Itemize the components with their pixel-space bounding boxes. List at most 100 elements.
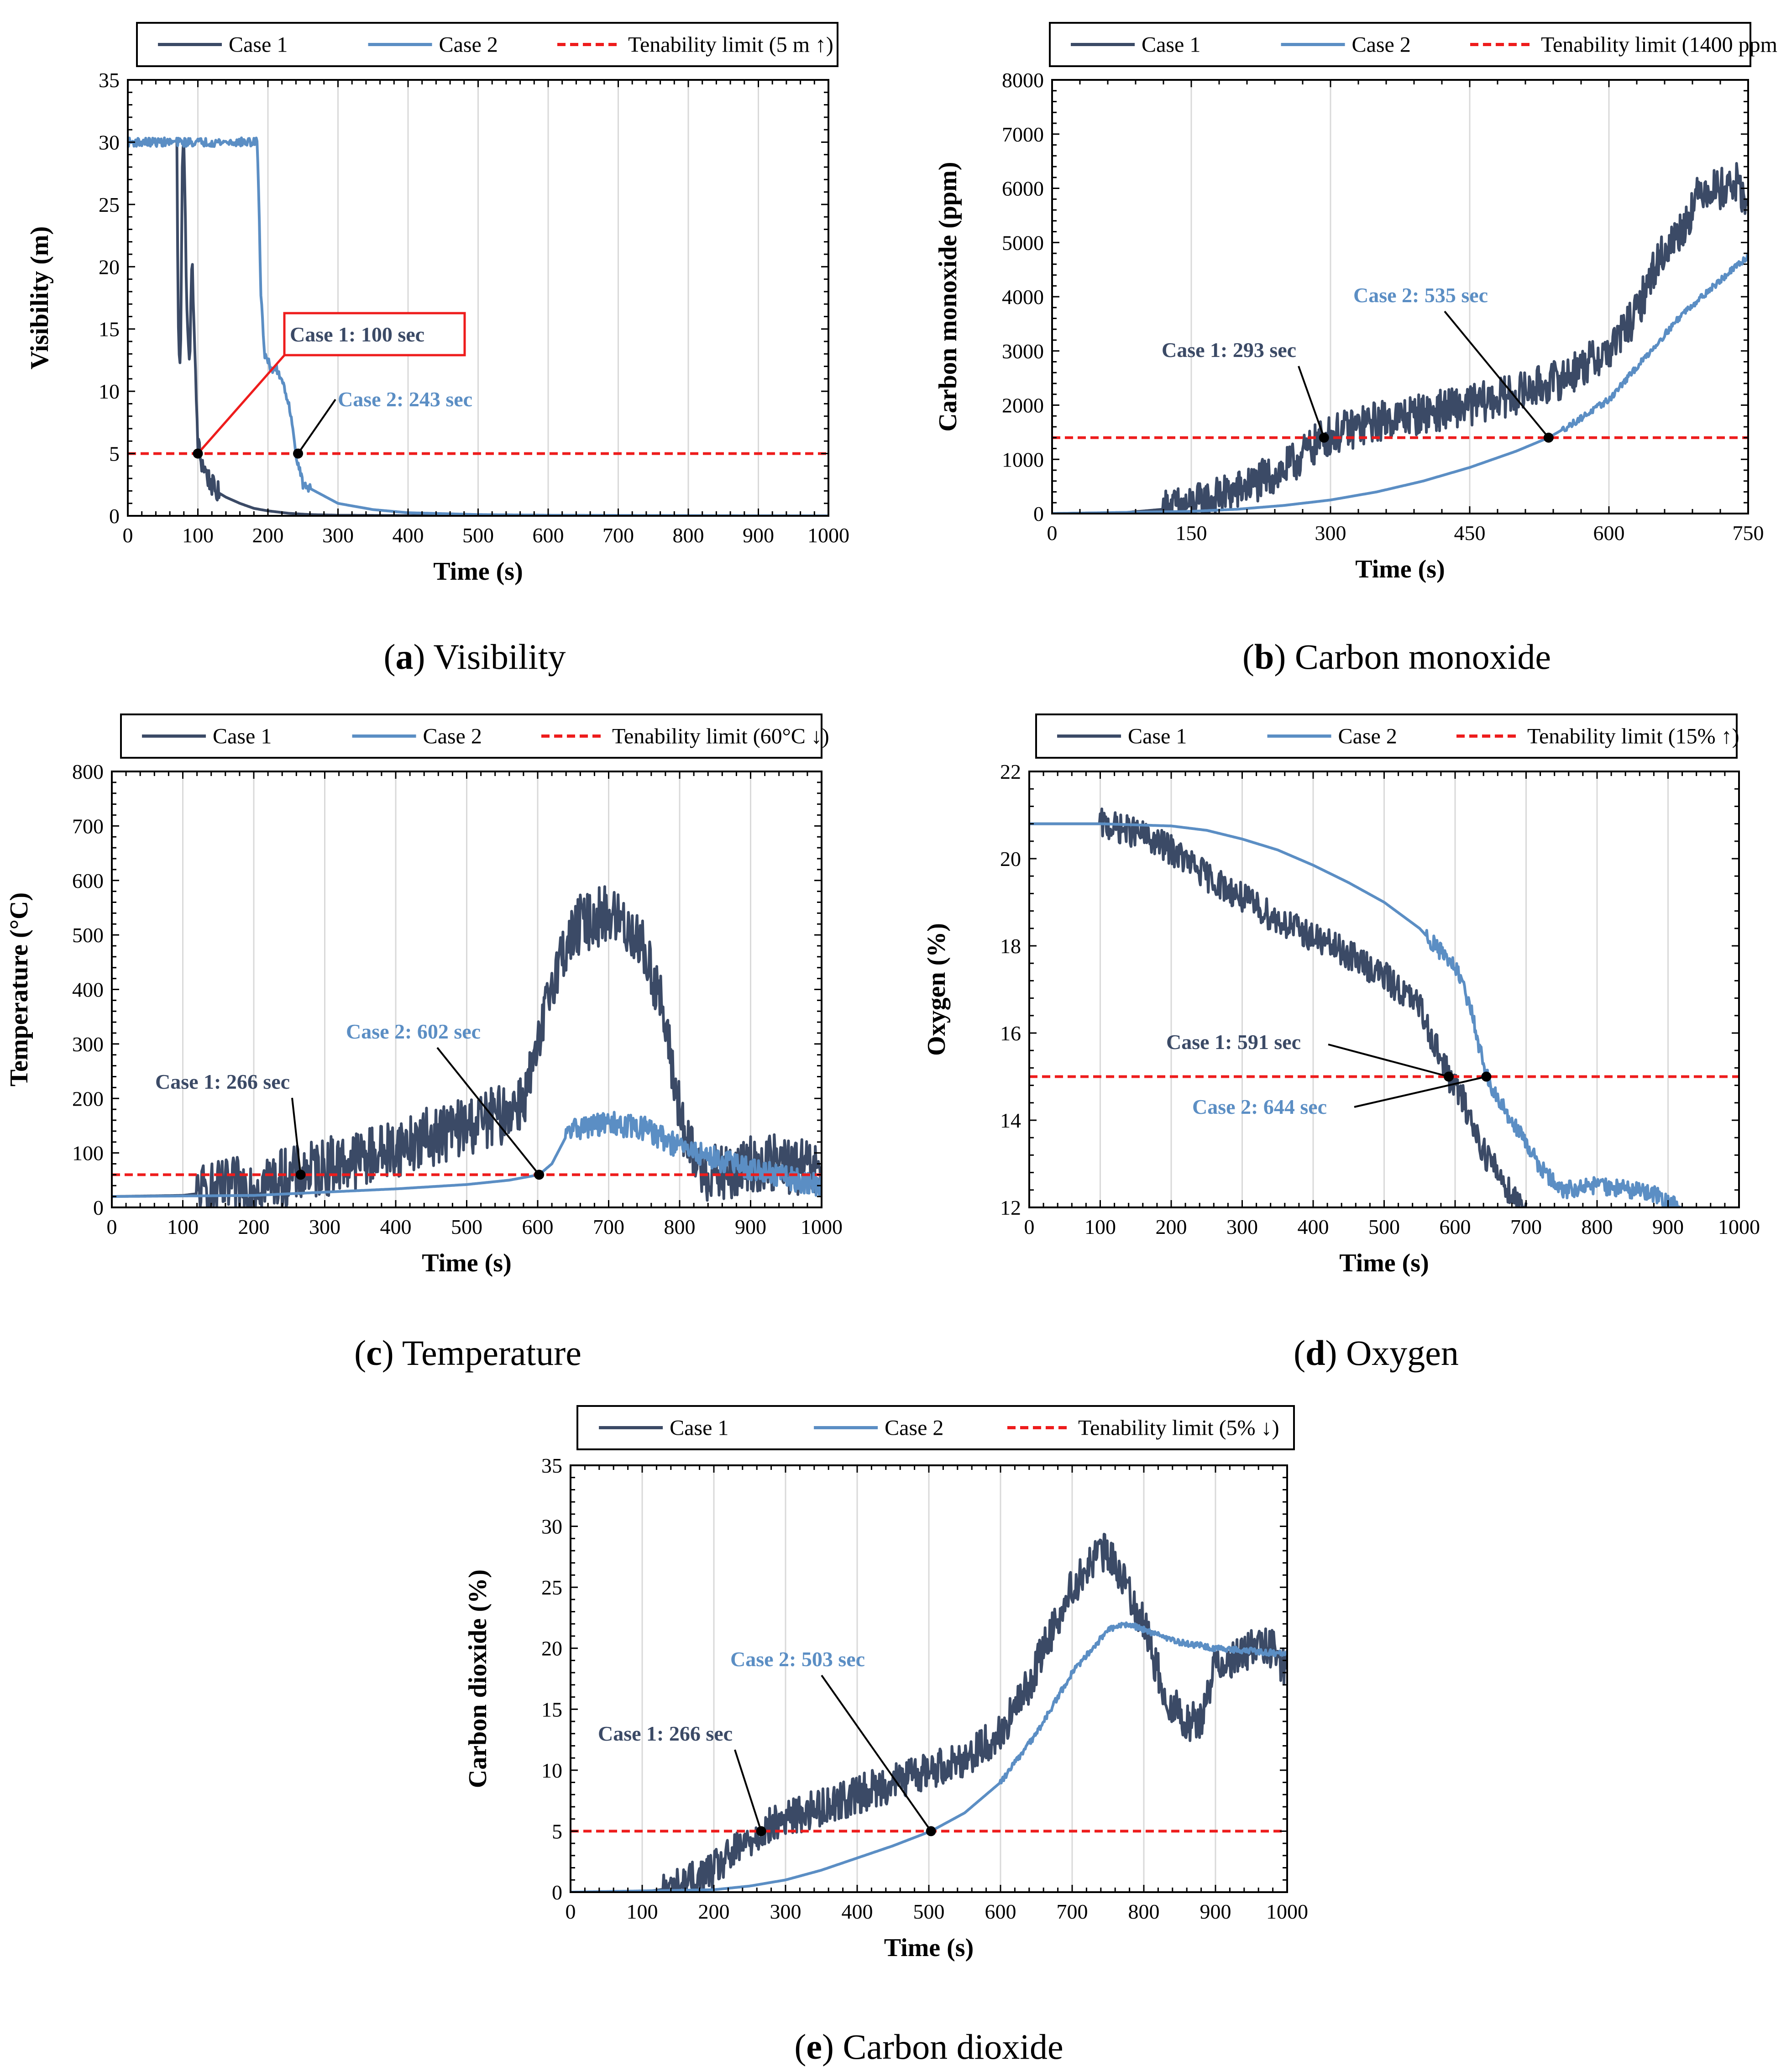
y-tick-label: 600: [72, 869, 104, 892]
x-tick-label: 300: [1226, 1215, 1258, 1238]
y-tick-label: 0: [109, 504, 120, 528]
y-tick-label: 5000: [1002, 231, 1044, 254]
threshold-marker: [1543, 432, 1554, 443]
y-tick-label: 2000: [1002, 394, 1044, 417]
x-tick-label: 800: [1128, 1900, 1160, 1923]
x-tick-label: 200: [252, 524, 284, 547]
x-tick-label: 0: [123, 524, 133, 547]
y-tick-label: 15: [99, 318, 120, 341]
annotation-leader: [1298, 366, 1325, 438]
x-tick-label: 900: [735, 1215, 766, 1238]
x-tick-label: 600: [1440, 1215, 1471, 1238]
x-tick-label: 600: [1593, 521, 1625, 545]
y-tick-label: 0: [1033, 502, 1044, 525]
x-tick-label: 750: [1733, 521, 1764, 545]
threshold-marker: [193, 448, 203, 459]
annotation-leader: [297, 399, 336, 454]
y-tick-label: 1000: [1002, 448, 1044, 471]
x-tick-label: 900: [1200, 1900, 1231, 1923]
y-tick-label: 20: [1000, 847, 1021, 871]
legend-label-limit: Tenability limit (5 m ↑): [628, 33, 833, 57]
y-tick-label: 100: [72, 1142, 104, 1165]
y-tick-label: 25: [541, 1576, 562, 1599]
x-tick-label: 800: [664, 1215, 696, 1238]
chart-d: 0 100 200 300 400 500 600 700 800 900 1000 12 14 16 18…: [922, 713, 1760, 1373]
legend-label-case1: Case 1: [213, 724, 272, 749]
x-tick-label: 0: [1047, 521, 1058, 545]
legend-box: [136, 22, 838, 67]
x-tick-label: 600: [522, 1215, 554, 1238]
legend-label-limit: Tenability limit (15% ↑): [1527, 724, 1739, 749]
x-tick-label: 200: [698, 1900, 730, 1923]
x-tick-label: 500: [1368, 1215, 1400, 1238]
x-tick-label: 500: [462, 524, 494, 547]
x-axis-label: Time (s): [884, 1934, 974, 1962]
y-tick-label: 300: [72, 1033, 104, 1056]
legend-label-case1: Case 1: [229, 33, 288, 57]
x-tick-label: 800: [1582, 1215, 1613, 1238]
annotation-label: Case 1: 266 sec: [598, 1722, 733, 1745]
y-tick-label: 7000: [1002, 123, 1044, 146]
x-tick-label: 400: [393, 524, 424, 547]
legend-label-case1: Case 1: [670, 1416, 728, 1440]
y-tick-label: 0: [552, 1881, 562, 1904]
annotation-label: Case 2: 644 sec: [1192, 1095, 1327, 1118]
x-tick-label: 700: [602, 524, 634, 547]
threshold-marker: [293, 448, 304, 459]
y-tick-label: 35: [541, 1454, 562, 1477]
x-tick-label: 300: [770, 1900, 801, 1923]
y-tick-label: 400: [72, 978, 104, 1002]
y-axis-label: Visibility (m): [26, 226, 54, 370]
chart-a: 0 100 200 300 400 500 600 700 800 900 1000 0 5 10 15 20…: [26, 22, 849, 677]
series-line-case2: [1052, 253, 1748, 514]
legend-label-case2: Case 2: [423, 724, 482, 749]
annotation-leader: [1328, 1044, 1449, 1078]
x-tick-label: 1000: [801, 1215, 843, 1238]
y-tick-label: 800: [72, 760, 104, 783]
legend-label-case2: Case 2: [1352, 33, 1411, 57]
y-tick-label: 500: [72, 923, 104, 947]
y-tick-label: 35: [99, 68, 120, 92]
x-tick-label: 200: [1156, 1215, 1187, 1238]
y-tick-label: 3000: [1002, 340, 1044, 363]
threshold-marker: [1444, 1071, 1454, 1082]
x-tick-label: 0: [566, 1900, 576, 1923]
x-tick-label: 300: [309, 1215, 340, 1238]
x-tick-label: 150: [1176, 521, 1207, 545]
y-tick-label: 6000: [1002, 177, 1044, 200]
x-tick-label: 500: [451, 1215, 482, 1238]
x-tick-label: 1000: [807, 524, 849, 547]
x-tick-label: 400: [842, 1900, 873, 1923]
y-tick-label: 30: [541, 1515, 562, 1538]
x-tick-label: 300: [1315, 521, 1346, 545]
x-axis-label: Time (s): [422, 1249, 512, 1277]
y-tick-label: 0: [93, 1196, 104, 1219]
series-line-case1: [571, 1532, 1287, 1892]
x-tick-label: 0: [107, 1215, 117, 1238]
chart-e: 0 100 200 300 400 500 600 700 800 900 1000 0 5 10 15 20…: [464, 1405, 1308, 2067]
chart-b: 0 150 300 450 600 750 0 1000 2000 3000 4000 5000 600…: [934, 22, 1781, 677]
annotation-leader: [734, 1749, 762, 1832]
annotation-leader: [436, 1047, 540, 1175]
chart-c: 0 100 200 300 400 500 600 700 800 900 1000 0 100 200 3…: [5, 713, 843, 1373]
legend-label-case2: Case 2: [1338, 724, 1397, 749]
y-tick-label: 700: [72, 814, 104, 838]
y-tick-label: 30: [99, 131, 120, 154]
annotation-label: Case 2: 243 sec: [338, 388, 472, 411]
annotation-label: Case 1: 591 sec: [1166, 1030, 1301, 1054]
y-tick-label: 12: [1000, 1196, 1021, 1219]
x-tick-label: 800: [673, 524, 704, 547]
y-tick-label: 18: [1000, 934, 1021, 958]
series-line-case2: [112, 1111, 822, 1198]
x-tick-label: 300: [322, 524, 354, 547]
legend-label-limit: Tenability limit (60°C ↓): [612, 724, 829, 749]
series-line-case1: [112, 885, 822, 1207]
legend-label-limit: Tenability limit (5% ↓): [1078, 1416, 1279, 1440]
legend-box: [576, 1405, 1295, 1450]
annotation-leader: [291, 1097, 302, 1175]
y-tick-label: 200: [72, 1087, 104, 1110]
legend-label-case1: Case 1: [1142, 33, 1200, 57]
y-axis-label: Oxygen (%): [922, 923, 951, 1056]
panel-caption: (b) Carbon monoxide: [1242, 637, 1551, 677]
